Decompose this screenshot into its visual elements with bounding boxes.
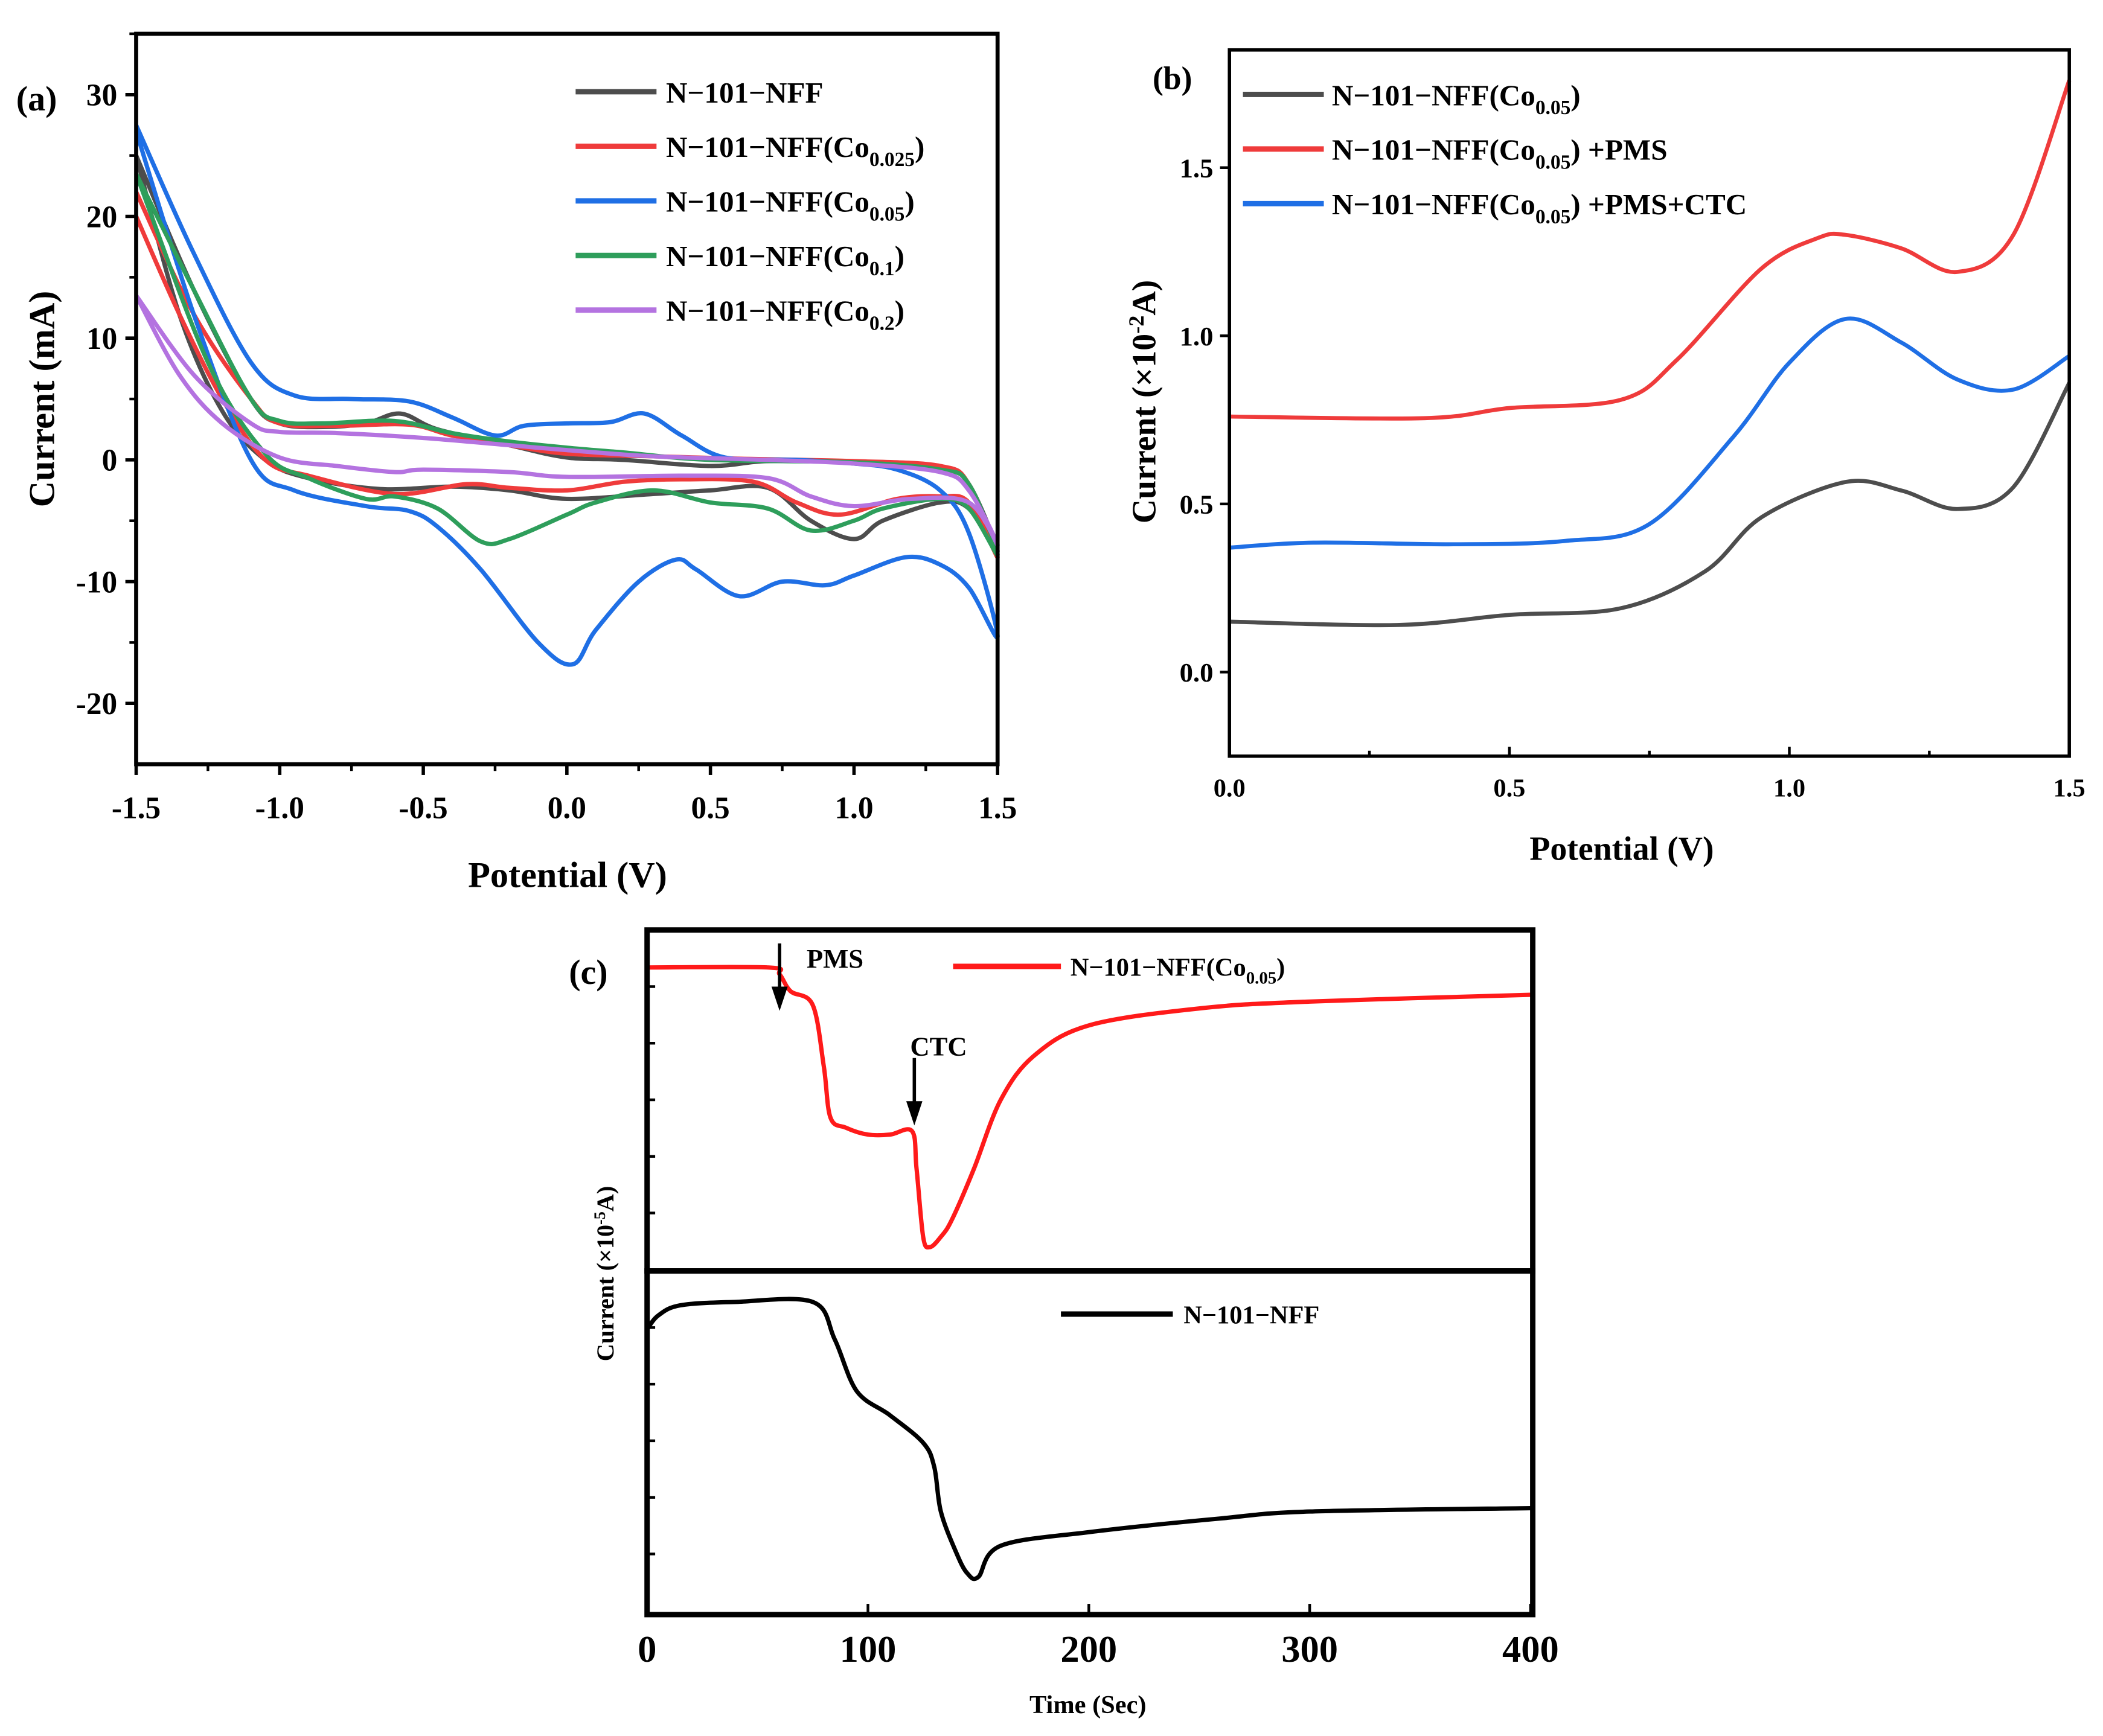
y-tick-label-b: 0.0 xyxy=(1180,657,1214,688)
x-tick-label-c: 400 xyxy=(1502,1628,1559,1670)
annotation-label-pms: PMS xyxy=(807,943,863,974)
annotation-label-ctc: CTC xyxy=(910,1031,967,1061)
y-axis-title-b: Current (×10-2A) xyxy=(1124,280,1164,523)
x-tick-label-c: 100 xyxy=(840,1628,897,1670)
series-line-a-2 xyxy=(134,124,1000,667)
x-tick-label-b: 0.0 xyxy=(1214,774,1246,803)
x-tick-label-a: 0.5 xyxy=(691,791,730,825)
legend-label-a: N−101−NFF xyxy=(666,76,824,109)
series-line-b-1 xyxy=(1229,79,2072,421)
legend-label-b: N−101−NFF(Co0.05) xyxy=(1332,78,1581,119)
y-tick-label-a: 30 xyxy=(86,78,117,113)
y-tick-label-b: 0.5 xyxy=(1180,489,1214,519)
x-tick-label-a: 0.0 xyxy=(548,791,586,825)
y-axis-title-c: Current (×10-5A) xyxy=(591,1186,619,1361)
y-tick-label-a: -10 xyxy=(76,565,117,599)
x-tick-label-b: 1.5 xyxy=(2053,774,2085,803)
series-line-c-bottom xyxy=(645,1297,1531,1581)
series-line-b-2 xyxy=(1229,316,2070,550)
y-tick-label-a: 20 xyxy=(86,200,117,234)
annotation-arrow-head xyxy=(906,1101,923,1126)
panel-label-b: (b) xyxy=(1153,60,1192,97)
y-tick-label-b: 1.5 xyxy=(1180,153,1214,183)
y-tick-label-a: 0 xyxy=(102,444,118,478)
legend-label-a: N−101−NFF(Co0.025) xyxy=(666,130,924,171)
panel-label-a: (a) xyxy=(16,79,57,118)
x-tick-label-a: -1.5 xyxy=(112,791,161,825)
legend-label-c: N−101−NFF xyxy=(1183,1301,1319,1330)
x-tick-label-a: 1.5 xyxy=(978,791,1017,825)
x-tick-label-b: 0.5 xyxy=(1493,774,1525,803)
annotation-arrow-head xyxy=(771,986,788,1011)
y-tick-label-a: 10 xyxy=(86,322,117,356)
x-tick-label-a: -0.5 xyxy=(399,791,447,825)
x-axis-title-b: Potential (V) xyxy=(1529,831,1714,868)
legend-label-a: N−101−NFF(Co0.2) xyxy=(666,295,904,335)
legend-label-c: N−101−NFF(Co0.05) xyxy=(1071,954,1285,988)
legend-label-a: N−101−NFF(Co0.1) xyxy=(666,240,904,280)
y-tick-label-b: 1.0 xyxy=(1180,321,1214,351)
y-tick-label-a: -20 xyxy=(76,687,117,721)
x-tick-label-c: 0 xyxy=(638,1628,656,1670)
legend-label-a: N−101−NFF(Co0.05) xyxy=(666,185,915,226)
plot-frame-c-bottom xyxy=(644,1268,1536,1618)
series-line-c-top xyxy=(647,965,1531,1250)
series-line-b-0 xyxy=(1229,381,2072,628)
x-tick-label-a: 1.0 xyxy=(834,791,873,825)
x-tick-label-c: 300 xyxy=(1281,1628,1338,1670)
x-axis-title-a: Potential (V) xyxy=(468,855,667,895)
x-axis-title-c: Time (Sec) xyxy=(1029,1691,1147,1719)
x-tick-label-b: 1.0 xyxy=(1773,774,1805,803)
legend-label-b: N−101−NFF(Co0.05) +PMS xyxy=(1332,133,1668,174)
legend-label-b: N−101−NFF(Co0.05) +PMS+CTC xyxy=(1332,188,1747,228)
x-tick-label-a: -1.0 xyxy=(255,791,304,825)
series-line-a-4 xyxy=(134,294,1000,547)
y-axis-title-a: Current (mA) xyxy=(22,291,62,508)
panel-label-c: (c) xyxy=(569,953,607,992)
x-tick-label-c: 200 xyxy=(1060,1628,1117,1670)
